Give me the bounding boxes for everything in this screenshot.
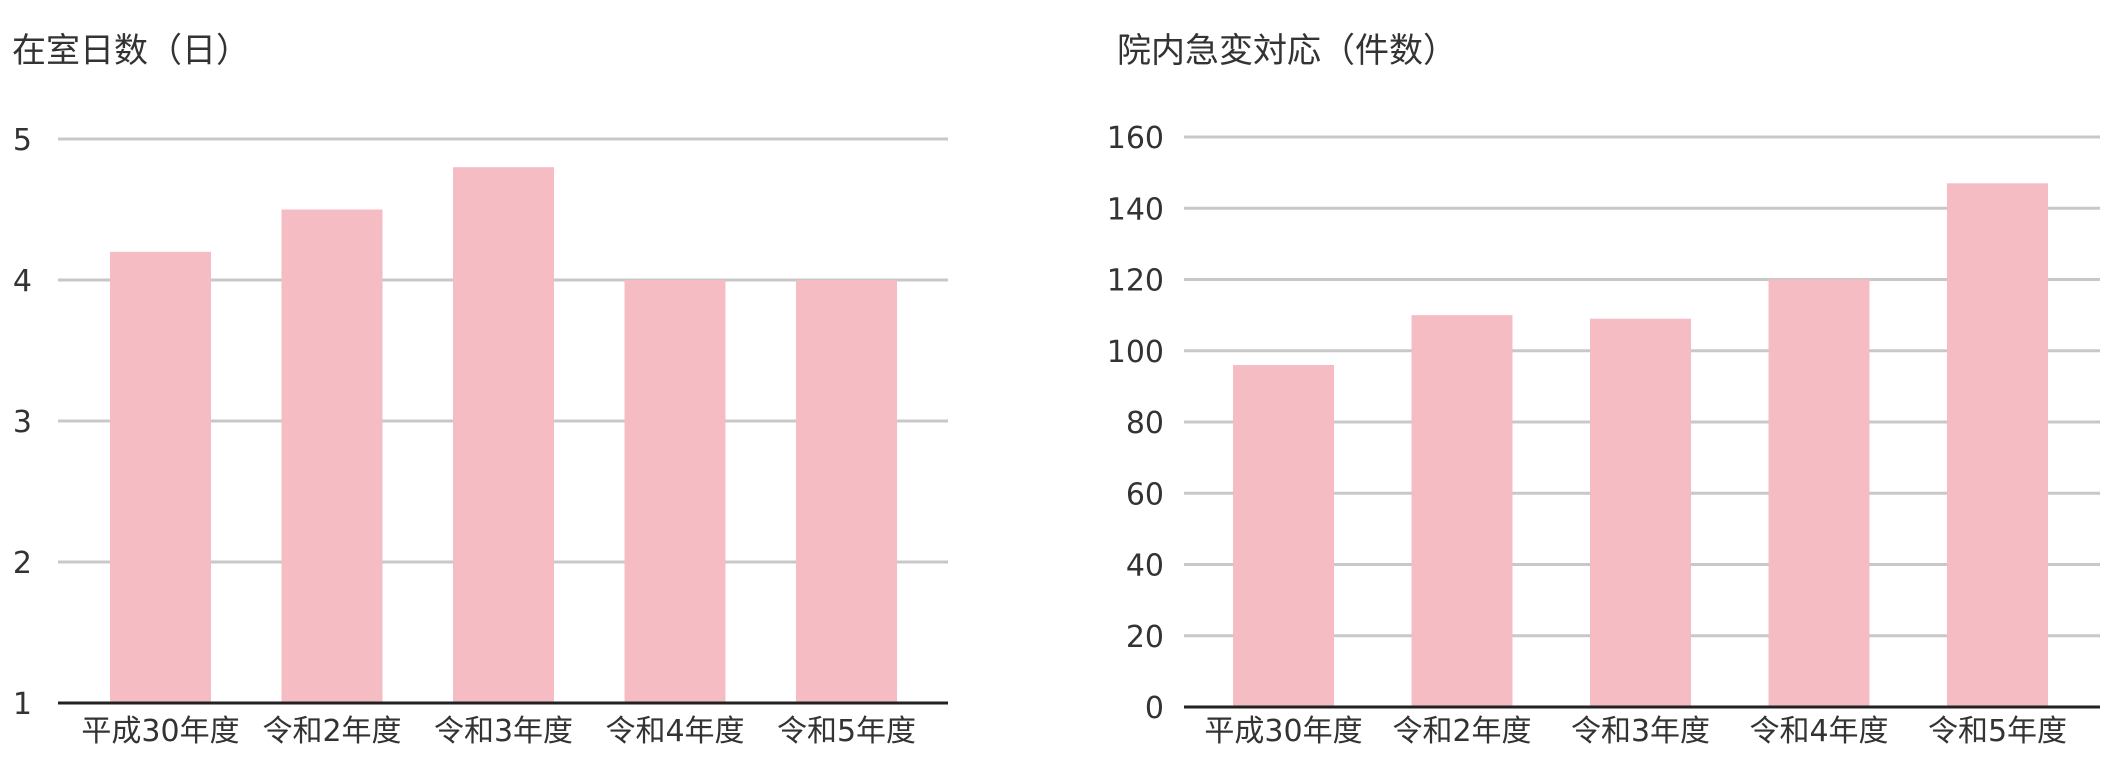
y-tick-label: 4 <box>13 264 32 299</box>
bar <box>1233 365 1334 707</box>
x-tick-label: 令和3年度 <box>1571 714 1710 749</box>
bar <box>1947 183 2048 707</box>
bar <box>453 167 554 703</box>
x-tick-label: 令和5年度 <box>777 714 916 749</box>
bar <box>624 280 726 703</box>
x-tick-label: 令和2年度 <box>1392 714 1531 749</box>
y-tick-label: 100 <box>1107 335 1164 370</box>
y-tick-label: 5 <box>13 123 32 158</box>
bar <box>1411 315 1513 707</box>
x-tick-label: 令和3年度 <box>434 714 573 749</box>
y-tick-label: 40 <box>1126 549 1164 584</box>
x-tick-label: 令和4年度 <box>605 714 744 749</box>
bar-chart-emergency-responses: 0 20 40 60 80 100 120 140 160 平成30年度 令和2年度 令和3年度 令和4… <box>1107 121 2100 749</box>
chart-panel-stay-days: 在室日数（日） 1 2 3 4 5 平成30年度 令和2年度 令和3年度 令和4年度 令和5年度 <box>0 0 960 768</box>
chart-panel-emergency-responses: 院内急変対応（件数） 0 20 40 60 80 100 120 140 160 平成30年度 令和… <box>1100 0 2126 768</box>
y-tick-label: 140 <box>1107 192 1164 227</box>
chart-title: 在室日数（日） <box>12 31 250 71</box>
bar <box>281 209 383 703</box>
y-tick-label: 20 <box>1126 620 1164 655</box>
y-tick-label: 80 <box>1126 406 1164 441</box>
y-tick-label: 0 <box>1145 691 1164 726</box>
x-tick-label: 令和4年度 <box>1749 714 1888 749</box>
x-tick-label: 令和5年度 <box>1928 714 2067 749</box>
y-tick-label: 120 <box>1107 264 1164 299</box>
y-tick-label: 1 <box>13 687 32 722</box>
chart-title: 院内急変対応（件数） <box>1117 31 1457 71</box>
bar <box>796 280 897 703</box>
y-tick-label: 2 <box>13 546 32 581</box>
bar <box>110 251 211 704</box>
y-tick-label: 3 <box>13 405 32 440</box>
y-tick-label: 60 <box>1126 477 1164 512</box>
y-tick-label: 160 <box>1107 121 1164 156</box>
bar <box>1768 279 1870 707</box>
x-tick-label: 平成30年度 <box>1204 714 1362 749</box>
bar-chart-stay-days: 1 2 3 4 5 平成30年度 令和2年度 令和3年度 令和4年度 令和5年度 <box>13 123 948 749</box>
x-tick-label: 平成30年度 <box>81 714 239 749</box>
x-tick-label: 令和2年度 <box>262 714 401 749</box>
bar <box>1590 318 1691 707</box>
